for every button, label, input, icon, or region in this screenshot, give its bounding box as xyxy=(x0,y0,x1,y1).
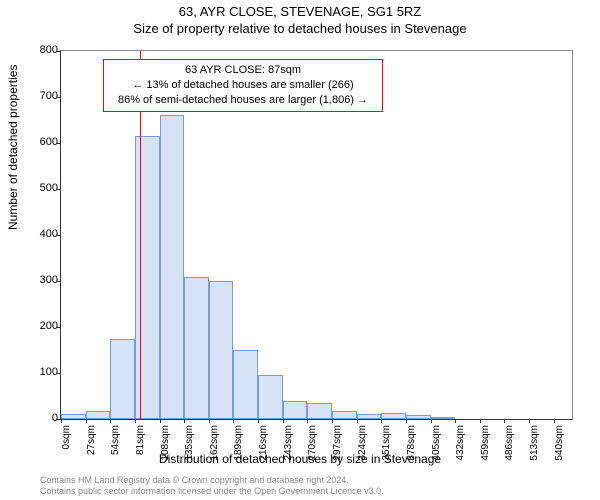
y-tick-label: 0 xyxy=(28,412,58,424)
x-tick-mark xyxy=(61,419,62,423)
histogram-bar xyxy=(209,281,234,419)
annotation-line-3: 86% of semi-detached houses are larger (… xyxy=(110,93,376,108)
x-tick-mark xyxy=(480,419,481,423)
x-tick-mark xyxy=(455,419,456,423)
annotation-line-2: ← 13% of detached houses are smaller (26… xyxy=(110,78,376,93)
x-tick-mark xyxy=(406,419,407,423)
histogram-bar xyxy=(135,136,160,419)
histogram-bar xyxy=(110,339,135,420)
y-tick-label: 100 xyxy=(28,366,58,378)
x-tick-label: 27sqm xyxy=(86,425,97,455)
y-tick-label: 600 xyxy=(28,136,58,148)
x-tick-mark xyxy=(258,419,259,423)
histogram-bar xyxy=(233,350,258,419)
y-tick-label: 800 xyxy=(28,44,58,56)
x-tick-label: 81sqm xyxy=(135,425,146,455)
y-tick-label: 500 xyxy=(28,182,58,194)
histogram-bar xyxy=(160,115,185,419)
x-tick-mark xyxy=(283,419,284,423)
y-tick-mark xyxy=(57,373,61,374)
histogram-bar xyxy=(431,417,456,419)
y-tick-mark xyxy=(57,281,61,282)
y-ticks: 0100200300400500600700800 xyxy=(26,50,60,420)
x-tick-mark xyxy=(554,419,555,423)
y-tick-label: 200 xyxy=(28,320,58,332)
y-tick-mark xyxy=(57,97,61,98)
histogram-bar xyxy=(406,415,431,419)
y-tick-label: 700 xyxy=(28,90,58,102)
credit-line-2: Contains public sector information licen… xyxy=(40,486,384,497)
histogram-bar xyxy=(184,277,209,419)
y-tick-label: 300 xyxy=(28,274,58,286)
histogram-bar xyxy=(283,401,308,419)
histogram-bar xyxy=(86,411,111,419)
y-axis-label: Number of detached properties xyxy=(6,65,20,230)
x-tick-mark xyxy=(357,419,358,423)
x-axis-label: Distribution of detached houses by size … xyxy=(0,452,600,466)
histogram-bar xyxy=(357,414,382,419)
x-tick-mark xyxy=(332,419,333,423)
y-tick-mark xyxy=(57,143,61,144)
x-tick-label: 54sqm xyxy=(110,425,121,455)
y-tick-mark xyxy=(57,327,61,328)
x-tick-mark xyxy=(431,419,432,423)
histogram-bar xyxy=(332,411,357,419)
y-tick-mark xyxy=(57,189,61,190)
x-tick-mark xyxy=(184,419,185,423)
x-tick-mark xyxy=(233,419,234,423)
histogram-bar xyxy=(381,413,406,419)
chart-title-main: 63, AYR CLOSE, STEVENAGE, SG1 5RZ xyxy=(0,0,600,19)
chart-title-sub: Size of property relative to detached ho… xyxy=(0,19,600,36)
x-tick-mark xyxy=(160,419,161,423)
x-tick-mark xyxy=(504,419,505,423)
x-tick-mark xyxy=(529,419,530,423)
histogram-bar xyxy=(258,375,283,419)
histogram-bar xyxy=(307,403,332,419)
y-tick-label: 400 xyxy=(28,228,58,240)
credit-line-1: Contains HM Land Registry data © Crown c… xyxy=(40,475,384,486)
x-tick-mark xyxy=(110,419,111,423)
x-tick-mark xyxy=(86,419,87,423)
x-tick-mark xyxy=(209,419,210,423)
y-tick-mark xyxy=(57,235,61,236)
histogram-bar xyxy=(61,414,86,419)
x-tick-mark xyxy=(135,419,136,423)
y-tick-mark xyxy=(57,51,61,52)
x-tick-mark xyxy=(307,419,308,423)
x-tick-mark xyxy=(381,419,382,423)
annotation-box: 63 AYR CLOSE: 87sqm ← 13% of detached ho… xyxy=(103,59,383,112)
x-tick-label: 0sqm xyxy=(61,425,72,449)
credit-text: Contains HM Land Registry data © Crown c… xyxy=(40,475,384,497)
annotation-line-1: 63 AYR CLOSE: 87sqm xyxy=(110,63,376,78)
plot-area: 63 AYR CLOSE: 87sqm ← 13% of detached ho… xyxy=(60,50,573,420)
